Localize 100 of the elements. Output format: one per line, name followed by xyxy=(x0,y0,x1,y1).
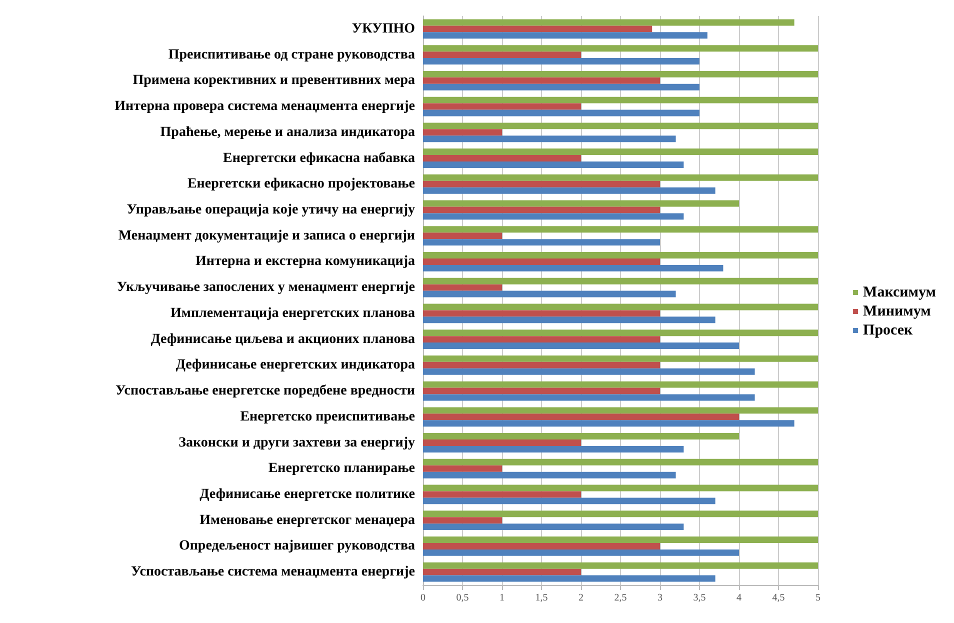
bar xyxy=(423,304,818,310)
legend-label: Максимум xyxy=(863,284,936,300)
bar xyxy=(423,161,684,168)
legend-label: Просек xyxy=(863,322,914,338)
bar xyxy=(423,278,818,284)
x-tick-label: 2 xyxy=(578,592,584,604)
y-tick-label: Енергетски ефикасно пројектовање xyxy=(187,176,415,192)
x-tick-label: 3,5 xyxy=(693,592,706,604)
y-tick-label: Преиспитивање од стране руководства xyxy=(168,47,415,62)
bar xyxy=(423,252,818,258)
x-tick-label: 3 xyxy=(658,592,662,604)
bar xyxy=(423,136,676,142)
y-tick-label: Енергетски ефикасна набавка xyxy=(223,150,415,166)
bar xyxy=(423,19,794,26)
bar xyxy=(423,103,581,110)
y-tick-label: Успостављање енергетске поредбене вредности xyxy=(116,384,415,399)
bar xyxy=(423,472,676,478)
bar xyxy=(423,342,739,349)
bar xyxy=(423,206,660,214)
bar xyxy=(423,58,700,64)
bar xyxy=(423,155,581,162)
bar xyxy=(423,433,739,440)
bar xyxy=(423,484,818,492)
y-tick-label: Интерна и екстерна комуникација xyxy=(196,254,415,270)
y-tick-label: Примена корективних и превентивних мера xyxy=(132,73,415,88)
bar xyxy=(423,458,818,466)
bar xyxy=(423,187,716,194)
bar xyxy=(423,330,818,336)
y-tick-label: Опредељеност највишег руководства xyxy=(178,538,415,554)
bar xyxy=(423,568,581,576)
legend-label: Минимум xyxy=(863,304,931,320)
bar xyxy=(423,336,660,343)
bar xyxy=(423,562,818,569)
bar xyxy=(423,498,716,504)
bar xyxy=(423,129,502,136)
bar xyxy=(423,52,581,58)
y-tick-label: Дефинисање енергетске политике xyxy=(200,486,415,502)
bar xyxy=(423,226,818,233)
y-tick-label: Укључивање запослених у менаџмент енергије xyxy=(116,280,415,296)
y-tick-label: Успостављање система менаџмента енергије xyxy=(130,564,415,580)
bar xyxy=(423,310,660,317)
y-tick-label: Именовање енергетског менаџера xyxy=(200,512,415,528)
x-tick-label: 1,5 xyxy=(535,592,548,604)
bar xyxy=(423,316,716,324)
y-tick-label: Дефинисање циљева и акционих планова xyxy=(150,332,415,347)
bar xyxy=(423,26,652,32)
bar xyxy=(423,213,684,220)
bar xyxy=(423,407,818,414)
bar xyxy=(423,200,739,207)
bar xyxy=(423,517,502,524)
bar xyxy=(423,77,660,84)
y-tick-label: Дефинисање енергетских индикатора xyxy=(176,358,415,373)
x-tick-label: 5 xyxy=(816,592,820,604)
bar xyxy=(423,232,502,240)
bar xyxy=(423,446,684,452)
bar xyxy=(423,110,700,116)
bar xyxy=(423,362,660,368)
bar xyxy=(423,368,755,375)
bar xyxy=(423,414,739,420)
bar xyxy=(423,388,660,394)
y-tick-label: Законски и други захтеви за енергију xyxy=(178,435,415,450)
bar xyxy=(423,84,700,90)
y-tick-label: УКУПНО xyxy=(352,21,416,36)
bar xyxy=(423,284,502,291)
y-tick-label: Имплементација енергетских планова xyxy=(170,306,415,321)
y-tick-label: Интерна провера система менаџмента енергије xyxy=(114,99,415,114)
bar xyxy=(423,96,818,104)
bar xyxy=(423,510,818,518)
bar xyxy=(423,239,660,246)
bar xyxy=(423,381,818,388)
bar xyxy=(423,174,818,181)
bar xyxy=(423,575,716,582)
y-tick-label: Енергетско планирање xyxy=(268,461,415,476)
bar xyxy=(423,549,739,556)
bar xyxy=(423,465,502,472)
x-tick-label: 1 xyxy=(500,592,504,604)
bar xyxy=(423,148,818,156)
bar xyxy=(423,32,708,39)
bar xyxy=(423,180,660,188)
x-tick-label: 4 xyxy=(736,592,742,604)
bar xyxy=(423,45,818,52)
bar xyxy=(423,355,818,362)
y-tick-label: Управљање операција које утичу на енергију xyxy=(126,202,415,218)
bar xyxy=(423,122,818,130)
x-tick-label: 4,5 xyxy=(772,592,785,604)
bar xyxy=(423,524,684,530)
x-tick-label: 2,5 xyxy=(614,592,627,604)
y-tick-label: Менаџмент документације и записа о енергији xyxy=(118,228,415,244)
bar xyxy=(423,258,660,265)
y-tick-label: Енергетско преиспитивање xyxy=(240,409,415,424)
x-tick-label: 0 xyxy=(420,592,426,604)
bar xyxy=(423,290,676,298)
bar xyxy=(423,70,818,78)
bar xyxy=(423,394,755,401)
bar xyxy=(423,542,660,550)
bar xyxy=(423,420,794,427)
bar xyxy=(423,264,724,272)
bar xyxy=(423,440,581,446)
bar xyxy=(423,536,818,543)
y-tick-label: Праћење, мерење и анализа индикатора xyxy=(160,124,415,140)
